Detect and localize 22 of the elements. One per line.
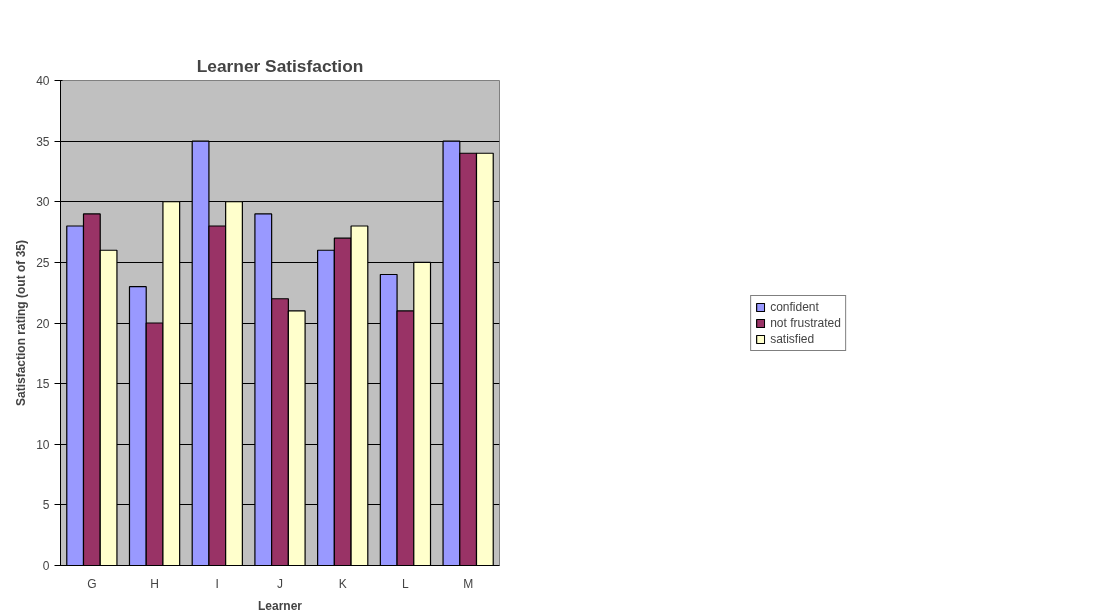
x-tick-label: K bbox=[338, 576, 347, 591]
y-tick-label: 10 bbox=[36, 437, 50, 452]
x-tick-label: M bbox=[463, 576, 474, 591]
x-tick-label: H bbox=[150, 576, 159, 591]
x-tick-label: L bbox=[402, 576, 410, 591]
legend-label: confident bbox=[770, 299, 819, 314]
chart-title: Learner Satisfaction bbox=[196, 55, 364, 76]
y-tick-label: 20 bbox=[36, 316, 50, 331]
x-tick-label: J bbox=[277, 576, 283, 591]
y-tick-label: 5 bbox=[42, 498, 50, 513]
x-axis-title: Learner bbox=[257, 598, 303, 613]
x-tick-label: G bbox=[87, 576, 97, 591]
x-tick-label: I bbox=[215, 576, 219, 591]
y-axis-title: Satisfaction rating (out of 35) bbox=[14, 239, 29, 406]
y-tick-label: 30 bbox=[36, 195, 50, 210]
y-tick-label: 35 bbox=[36, 134, 50, 149]
y-tick-label: 25 bbox=[36, 255, 50, 270]
y-tick-label: 0 bbox=[42, 559, 50, 573]
y-tick-label: 15 bbox=[36, 377, 50, 392]
y-tick-label: 40 bbox=[36, 74, 50, 88]
legend-label: not frustrated bbox=[770, 315, 841, 330]
legend-label: satisfied bbox=[770, 331, 815, 346]
